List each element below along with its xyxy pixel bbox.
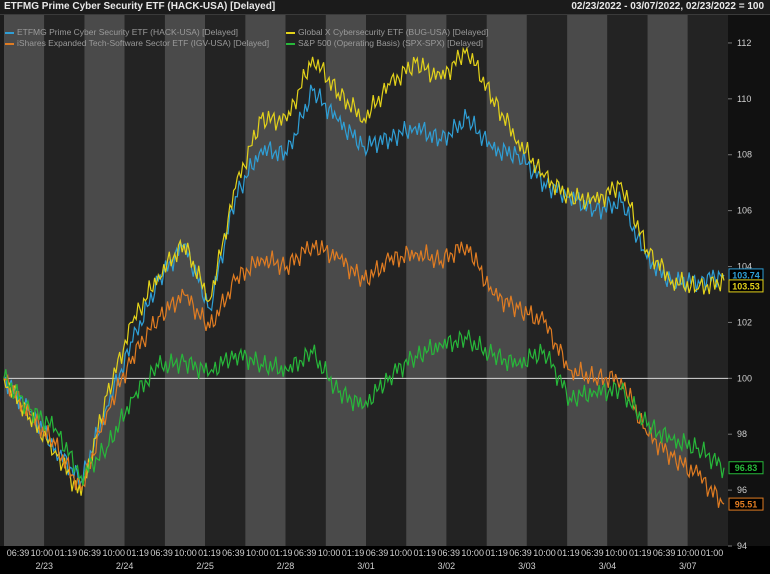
last-value-label: 96.83 [735,463,758,473]
session-band [526,15,568,546]
session-bands [0,15,770,546]
day-label: 2/23 [35,561,53,571]
legend-item-bug: Global X Cybersecurity ETF (BUG-USA) [De… [286,27,488,37]
x-tick-label: 01:19 [629,548,652,558]
series-lines [3,46,725,508]
y-tick-label: 110 [737,94,751,104]
x-tick-label: 06:39 [437,548,460,558]
chart-header: ETFMG Prime Cyber Security ETF (HACK-USA… [0,0,770,15]
x-tick-label: 01:19 [414,548,437,558]
session-band [607,15,648,546]
legend-label: iShares Expanded Tech-Software Sector ET… [17,38,270,48]
x-tick-label: 10:00 [174,548,197,558]
premarket-band [567,15,608,546]
x-tick-label: 01:00 [701,548,724,558]
day-label: 3/02 [438,561,456,571]
x-tick-label: 01:19 [198,548,221,558]
last-value-label: 103.74 [732,270,760,280]
day-label: 3/03 [518,561,536,571]
x-tick-label: 06:39 [222,548,245,558]
last-value-box [728,497,764,511]
legend-swatch [286,42,295,45]
legend-label: S&P 500 (Operating Basis) (SPX-SPX) [Del… [298,38,484,48]
session-band [446,15,487,546]
premarket-band [486,15,527,546]
session-band [285,15,326,546]
day-label: 2/24 [116,561,134,571]
y-tick-label: 112 [737,38,751,48]
x-tick-label: 10:00 [390,548,413,558]
premarket-band [406,15,447,546]
series-line-1 [3,46,725,496]
x-tick-label: 01:19 [126,548,149,558]
last-value-label: 103.53 [732,281,760,291]
x-tick-label: 01:19 [55,548,78,558]
legend-item-hack: ETFMG Prime Cyber Security ETF (HACK-USA… [5,27,238,37]
x-tick-label: 06:39 [509,548,532,558]
y-tick-label: 106 [737,206,752,216]
last-value-box [728,279,764,293]
x-tick-label: 06:39 [366,548,389,558]
y-tick-label: 104 [737,262,752,272]
premarket-band [325,15,366,546]
x-tick-label: 10:00 [246,548,269,558]
y-tick-label: 102 [737,317,752,327]
legend-item-spx: S&P 500 (Operating Basis) (SPX-SPX) [Del… [286,38,483,48]
x-tick-label: 06:39 [7,548,30,558]
last-value-box [728,461,764,475]
x-tick-label: 01:19 [342,548,365,558]
legend-label: Global X Cybersecurity ETF (BUG-USA) [De… [298,27,489,37]
x-tick-label: 10:00 [605,548,628,558]
x-tick-label: 10:00 [461,548,484,558]
x-tick-label: 06:39 [653,548,676,558]
y-tick-label: 98 [737,429,747,439]
premarket-band [4,15,45,546]
y-axis: 94 96 98 100 102 104 106 108 110 112 [728,38,752,551]
legend-label: ETFMG Prime Cyber Security ETF (HACK-USA… [17,27,239,37]
y-tick-label: 108 [737,150,752,160]
legend-item-igv: iShares Expanded Tech-Software Sector ET… [5,38,269,48]
day-label: 3/04 [599,561,617,571]
chart-title: ETFMG Prime Cyber Security ETF (HACK-USA… [4,1,276,12]
x-tick-label: 10:00 [318,548,341,558]
premarket-band [245,15,286,546]
x-tick-label: 10:00 [31,548,54,558]
y-tick-label: 94 [737,541,747,551]
y-tick-label: 96 [737,485,747,495]
x-tick-label: 01:19 [270,548,293,558]
x-tick-label: 01:19 [485,548,508,558]
session-band [366,15,407,546]
day-label: 3/01 [357,561,375,571]
x-tick-label: 06:39 [79,548,102,558]
x-tick-label: 10:00 [102,548,125,558]
x-tick-label: 06:39 [150,548,173,558]
date-range: 02/23/2022 - 03/07/2022, 02/23/2022 = 10… [571,1,764,12]
day-label: 3/07 [679,561,697,571]
x-axis: 06:39 10:00 01:19 06:39 10:00 01:19 06:39 10:00… [7,548,724,571]
x-tick-label: 06:39 [294,548,317,558]
day-label: 2/28 [277,561,295,571]
last-value-label: 95.51 [735,500,758,510]
y-tick-label: 100 [737,373,752,383]
x-tick-label: 06:39 [581,548,604,558]
legend-swatch [5,31,14,34]
x-tick-label: 01:19 [557,548,580,558]
x-tick-label: 10:00 [677,548,700,558]
series-line-2 [3,239,725,508]
legend-swatch [5,42,14,45]
series-line-3 [3,329,725,486]
legend-swatch [286,31,295,34]
day-label: 2/25 [196,561,214,571]
x-tick-label: 10:00 [533,548,556,558]
